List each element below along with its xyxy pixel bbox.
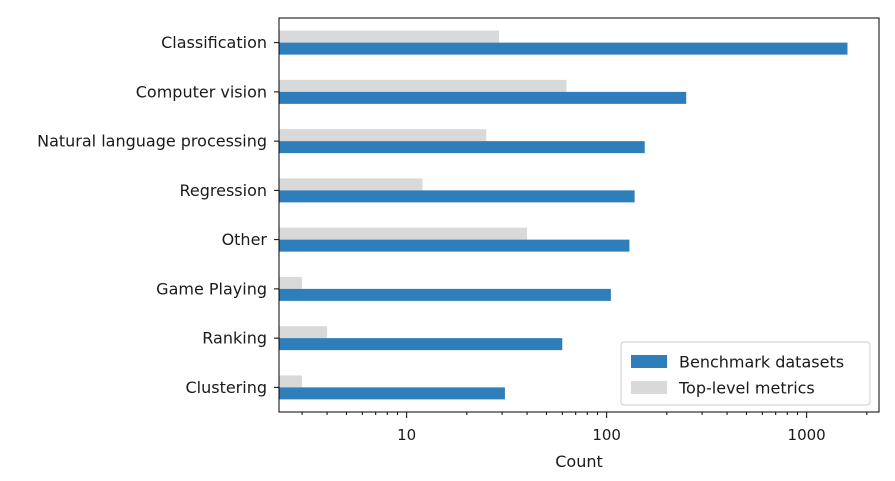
category-label: Other (222, 230, 268, 249)
x-tick-label: 100 (592, 426, 621, 444)
x-axis-title: Count (555, 452, 603, 471)
bar-benchmark-datasets (279, 338, 563, 351)
bar-top-level-metrics (279, 375, 303, 388)
bar-top-level-metrics (279, 30, 500, 43)
bar-benchmark-datasets (279, 42, 848, 55)
bar-top-level-metrics (279, 79, 567, 92)
legend-label: Top-level metrics (678, 379, 815, 398)
legend-swatch (631, 381, 667, 394)
bar-benchmark-datasets (279, 141, 645, 154)
x-axis-ticks: 10 100 1000 (301, 412, 868, 444)
category-label: Natural language processing (37, 132, 267, 151)
category-label: Classification (161, 33, 267, 52)
bar-benchmark-datasets (279, 91, 687, 104)
category-labels: Classification Computer vision Natural lan… (37, 33, 279, 397)
plot-frame (278, 17, 880, 413)
bar-benchmark-datasets (279, 387, 505, 400)
category-label: Regression (179, 181, 267, 200)
bar-top-level-metrics (279, 326, 328, 339)
legend-label: Benchmark datasets (679, 353, 844, 372)
x-tick-label: 1000 (788, 426, 826, 444)
bar-top-level-metrics (279, 178, 423, 191)
legend-box (620, 341, 871, 406)
bar-benchmark-datasets (279, 288, 611, 301)
category-label: Ranking (202, 329, 267, 348)
category-label: Computer vision (136, 82, 267, 101)
bar-top-level-metrics (279, 276, 303, 289)
bars-layer (279, 30, 848, 400)
legend-swatch (631, 355, 667, 368)
category-label: Game Playing (156, 279, 267, 298)
bar-top-level-metrics (279, 129, 487, 142)
bar-benchmark-datasets (279, 239, 630, 252)
legend: Benchmark datasets Top-level metrics (620, 341, 871, 406)
category-label: Clustering (185, 378, 267, 397)
bar-benchmark-datasets (279, 190, 635, 203)
bar-top-level-metrics (279, 227, 528, 240)
x-tick-label: 10 (397, 426, 416, 444)
